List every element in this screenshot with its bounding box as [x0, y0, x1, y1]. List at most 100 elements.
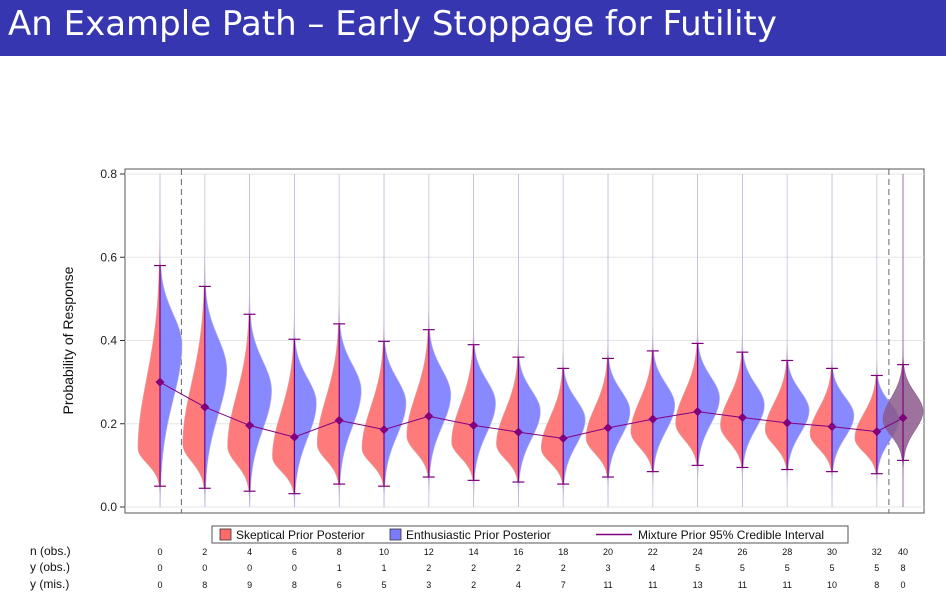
table-cell: 11: [738, 580, 747, 590]
table-cell: 0: [157, 547, 162, 557]
y-axis-title: Probability of Response: [60, 266, 76, 414]
slide-title-bar: An Example Path – Early Stoppage for Fut…: [0, 0, 946, 56]
table-cell: 26: [737, 547, 747, 557]
table-cell: 0: [157, 580, 162, 590]
table-cell: 18: [558, 547, 568, 557]
mixture-mean-marker: [827, 422, 837, 432]
legend-box: [211, 525, 849, 544]
table-cell: 9: [247, 580, 252, 590]
table-cell: 28: [782, 547, 792, 557]
mixture-mean-marker: [782, 418, 792, 428]
table-cell: 0: [157, 563, 162, 573]
table-cell: 10: [379, 547, 389, 557]
table-row-label: y (obs.): [30, 560, 70, 574]
table-cell: 5: [785, 563, 790, 573]
table-cell: 0: [900, 580, 905, 590]
mixture-mean-marker: [648, 414, 658, 424]
table-row-label: n (obs.): [30, 544, 71, 558]
mixture-mean-marker: [737, 413, 747, 423]
table-cell: 11: [783, 580, 792, 590]
observation-table: n (obs.) 0 2 4 6 8 10 12 14 16 18 20 22 24 26 28 30 32 40y…: [30, 544, 908, 591]
table-cell: 7: [561, 580, 566, 590]
table-cell: 3: [605, 563, 610, 573]
enthusiastic-density: [338, 174, 362, 508]
table-cell: 4: [516, 580, 521, 590]
y-tick-label: 0.2: [100, 417, 117, 431]
enthusiastic-density: [518, 174, 541, 508]
y-tick-label: 0.0: [100, 500, 117, 514]
table-cell: 10: [827, 580, 837, 590]
table-cell: 2: [561, 563, 566, 573]
y-axis: 0.0 0.2 0.4 0.6 0.8: [100, 167, 125, 514]
mixture-mean-marker: [424, 411, 434, 421]
enthusiastic-density: [697, 174, 720, 508]
enthusiastic-density: [428, 174, 452, 508]
table-cell: 30: [827, 547, 837, 557]
legend-label-mixture: Mixture Prior 95% Credible Interval: [638, 528, 824, 542]
table-cell: 8: [337, 547, 342, 557]
table-cell: 8: [900, 563, 905, 573]
enthusiastic-density: [831, 174, 855, 508]
enthusiastic-density: [562, 174, 586, 508]
table-cell: 0: [292, 563, 297, 573]
table-cell: 24: [693, 547, 703, 557]
y-tick-label: 0.6: [100, 250, 117, 264]
table-cell: 13: [693, 580, 703, 590]
table-cell: 0: [247, 563, 252, 573]
table-cell: 5: [829, 563, 834, 573]
table-cell: 8: [874, 580, 879, 590]
table-cell: 3: [426, 580, 431, 590]
mixture-mean-marker: [872, 427, 882, 437]
table-cell: 1: [337, 563, 342, 573]
table-cell: 5: [695, 563, 700, 573]
table-cell: 4: [650, 563, 655, 573]
mixture-mean-marker: [245, 420, 255, 430]
table-cell: 12: [424, 547, 434, 557]
mixture-series: [154, 264, 909, 495]
table-cell: 5: [740, 563, 745, 573]
legend: Skeptical Prior Posterior Enthusiastic Pr…: [211, 525, 849, 544]
table-cell: 5: [381, 580, 386, 590]
mixture-mean-marker: [558, 433, 568, 443]
enthusiastic-density: [607, 174, 631, 508]
enthusiastic-density: [652, 174, 676, 508]
mixture-mean-marker: [155, 377, 165, 387]
mixture-mean-marker: [513, 427, 523, 437]
table-cell: 6: [337, 580, 342, 590]
legend-swatch-skeptical: [219, 528, 232, 541]
enthusiastic-density: [249, 174, 272, 508]
table-cell: 0: [202, 563, 207, 573]
table-cell: 8: [292, 580, 297, 590]
table-cell: 6: [292, 547, 297, 557]
table-cell: 2: [516, 563, 521, 573]
mixture-mean-marker: [898, 413, 908, 423]
violin-series: [137, 173, 924, 508]
table-cell: 11: [603, 580, 612, 590]
mixture-mean-marker: [200, 402, 210, 412]
table-cell: 22: [648, 547, 658, 557]
y-tick-label: 0.8: [100, 167, 117, 181]
mixture-mean-marker: [289, 432, 299, 442]
mixture-mean-marker: [603, 423, 613, 433]
table-cell: 32: [872, 547, 882, 557]
mixture-mean-marker: [379, 425, 389, 435]
mixture-mean-marker: [693, 407, 703, 417]
table-cell: 5: [874, 563, 879, 573]
enthusiastic-density: [294, 174, 317, 508]
table-cell: 4: [247, 547, 252, 557]
table-cell: 40: [898, 547, 908, 557]
y-tick-label: 0.4: [100, 334, 117, 348]
slide-title: An Example Path – Early Stoppage for Fut…: [8, 4, 777, 44]
mixture-mean-marker: [469, 420, 479, 430]
enthusiastic-density: [383, 174, 407, 508]
table-cell: 11: [648, 580, 657, 590]
table-cell: 8: [202, 580, 207, 590]
enthusiastic-density: [742, 174, 765, 508]
table-cell: 16: [513, 547, 523, 557]
table-cell: 20: [603, 547, 613, 557]
table-cell: 2: [426, 563, 431, 573]
table-cell: 2: [471, 563, 476, 573]
enthusiastic-density: [204, 174, 228, 508]
legend-label-enthusiastic: Enthusiastic Prior Posterior: [406, 528, 551, 542]
